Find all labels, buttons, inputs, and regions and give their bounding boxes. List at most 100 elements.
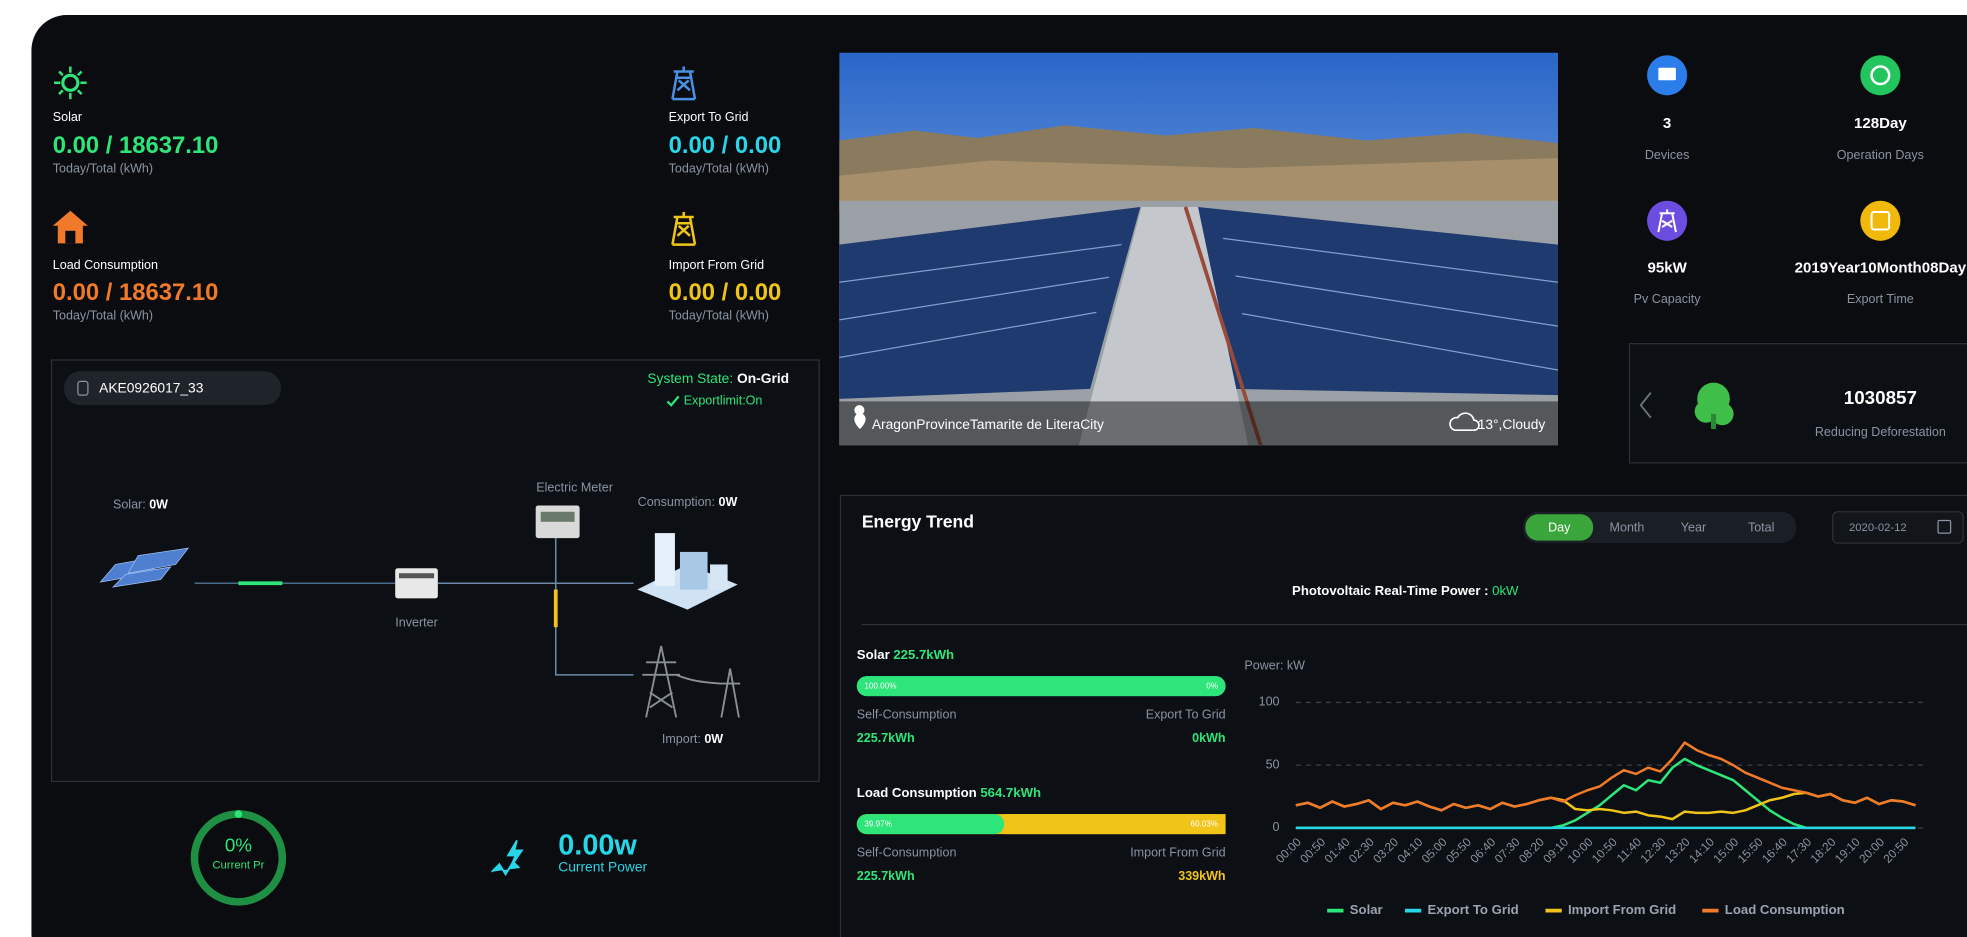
building-icon: [710, 564, 728, 590]
y-axis-label: Power: kW: [1244, 658, 1305, 672]
stat-label: Export Time: [1847, 292, 1914, 306]
bar-other-label: 0%: [1206, 681, 1218, 690]
tab[interactable]: Month: [1610, 520, 1645, 534]
inverter-icon: [398, 573, 435, 579]
date-value: 2020-02-12: [1849, 522, 1907, 534]
y-tick-label: 100: [1259, 695, 1280, 709]
load-icon: [65, 230, 76, 244]
self-label: Self-Consumption: [857, 707, 957, 721]
summary-value: 0.00 / 0.00: [669, 132, 782, 159]
solar-panels: [99, 547, 190, 588]
y-tick-label: 50: [1266, 757, 1280, 771]
breakdown: Solar 225.7kWh 100.00% 0% Self-Consumption E…: [856, 648, 1226, 883]
capacity-icon: [1657, 209, 1677, 233]
summary-unit: Today/Total (kWh): [669, 308, 769, 322]
import-power: Import: 0W: [662, 732, 723, 746]
load-icon: [52, 210, 88, 244]
check-icon: [666, 395, 680, 407]
breakdown-title: Load Consumption 564.7kWh: [857, 785, 1041, 800]
tree-icon: [1711, 402, 1734, 426]
meter-icon: [535, 505, 580, 539]
breakdown-total: 564.7kWh: [980, 785, 1041, 800]
self-value: 225.7kWh: [857, 731, 915, 745]
solar-icon: [54, 66, 87, 100]
breakdown-label: Load Consumption: [857, 785, 977, 800]
realtime-power: Photovoltaic Real-Time Power : 0kW: [1292, 584, 1519, 599]
plant-photo: [839, 237, 1558, 371]
realtime-value: 0kW: [1492, 584, 1519, 599]
export-time-icon: [1860, 200, 1901, 241]
carousel-prev[interactable]: [1639, 392, 1652, 419]
summary-label: Export To Grid: [669, 110, 749, 124]
legend-label: Load Consumption: [1725, 902, 1845, 917]
solar-panels: [127, 547, 190, 574]
days-icon: [1860, 55, 1901, 96]
export-icon: [671, 66, 697, 101]
stat-label: Pv Capacity: [1634, 292, 1702, 306]
realtime-label: Photovoltaic Real-Time Power :: [1292, 584, 1488, 599]
summary-value: 0.00 / 0.00: [669, 279, 782, 306]
consumption-power: Consumption: 0W: [638, 495, 738, 509]
consumption-value: 0W: [718, 495, 737, 509]
solar-power: Solar: 0W: [113, 498, 168, 512]
carousel-box: [1628, 343, 1967, 464]
system-state: System State: On-Grid: [647, 370, 789, 385]
self-value: 225.7kWh: [857, 869, 915, 883]
bar-self-label: 100.00%: [864, 681, 896, 690]
meter-icon: [540, 511, 575, 522]
import-icon: [671, 211, 697, 246]
photo-location: AragonProvinceTamarite de LiteraCity: [872, 417, 1104, 432]
consumption-label: Consumption:: [638, 495, 715, 509]
solar-icon: [54, 66, 87, 100]
carousel-value: 1030857: [1844, 387, 1917, 408]
import-value: 0W: [704, 732, 723, 746]
bar-self: [856, 814, 1005, 835]
pr-gauge-dot: [234, 810, 243, 818]
plant-photo: [1183, 206, 1263, 446]
flow-line: [437, 538, 634, 676]
tab[interactable]: Year: [1681, 520, 1706, 534]
pin-icon: [854, 413, 866, 429]
tab[interactable]: Total: [1748, 520, 1774, 534]
breakdown-label: Solar: [857, 648, 890, 663]
building-icon: [654, 533, 675, 586]
legend-label: Solar: [1350, 902, 1383, 917]
other-label: Export To Grid: [1146, 707, 1226, 721]
stat-value: 95kW: [1647, 259, 1687, 276]
stat-value: 3: [1663, 115, 1671, 132]
power-label: Current Power: [558, 860, 647, 875]
trend-box: [839, 494, 1967, 937]
summary-unit: Today/Total (kWh): [53, 308, 153, 322]
import-label: Import:: [662, 732, 701, 746]
other-value: 339kWh: [1178, 869, 1225, 883]
other-value: 0kWh: [1192, 731, 1225, 745]
other-label: Import From Grid: [1130, 845, 1225, 859]
load-icon: [52, 210, 88, 244]
inverter-icon: [395, 568, 438, 599]
legend-label: Import From Grid: [1568, 902, 1676, 917]
import-icon: [671, 211, 697, 246]
photo-weather: 13°,Cloudy: [1478, 417, 1546, 432]
series-line: [1295, 741, 1916, 812]
bar-other-label: 60.03%: [1190, 819, 1218, 828]
solar-icon: [61, 73, 80, 92]
cloud-icon: [1449, 412, 1480, 432]
device-name: AKE0926017_33: [99, 380, 204, 395]
building-icon: [679, 551, 708, 590]
device-pill: [64, 371, 282, 406]
calendar-icon: [1937, 519, 1952, 534]
summary-label: Load Consumption: [53, 258, 158, 272]
legend-label: Export To Grid: [1428, 902, 1519, 917]
summary-unit: Today/Total (kWh): [669, 162, 769, 176]
power-icon: [491, 839, 524, 877]
tab[interactable]: Day: [1548, 520, 1571, 534]
device-icon: [77, 380, 89, 396]
stat-value: 2019Year10Month08Day: [1795, 259, 1967, 276]
summary-value: 0.00 / 18637.10: [53, 132, 219, 159]
state-value: On-Grid: [737, 370, 789, 385]
building-icon: [637, 533, 738, 610]
date-picker[interactable]: [1832, 511, 1964, 544]
summary-unit: Today/Total (kWh): [53, 162, 153, 176]
solar-power-label: Solar:: [113, 498, 146, 512]
